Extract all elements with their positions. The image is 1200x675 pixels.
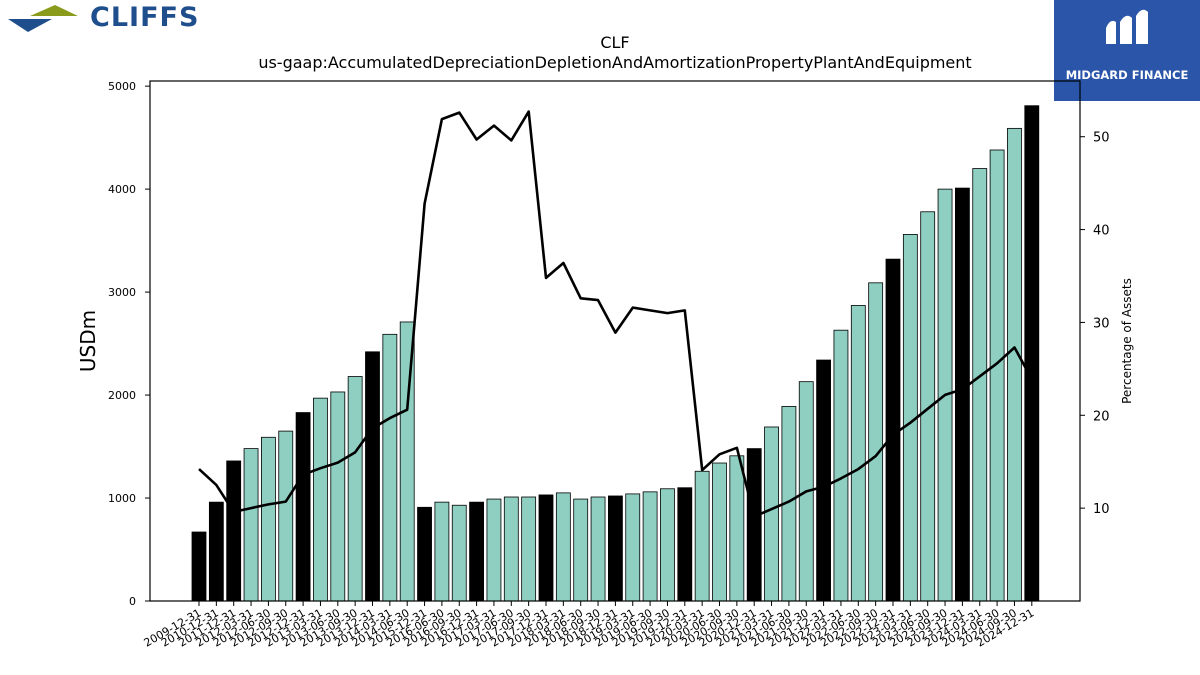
x-axis: 2009-12-312010-12-312011-12-312012-03-31…: [142, 601, 1036, 650]
y-axis-label: USDm: [76, 310, 100, 372]
bar-2016-12-31: [469, 501, 485, 602]
y2-tick-label: 10: [1093, 502, 1110, 517]
bar-2020-03-31: [694, 470, 710, 602]
bar-2020-09-30: [729, 455, 745, 602]
y2-tick-label: 20: [1093, 409, 1110, 424]
bar-2018-09-30: [590, 496, 606, 602]
bar-2014-03-31: [382, 333, 398, 602]
bar-2022-06-30: [850, 305, 866, 602]
bar-2024-03-31: [972, 168, 988, 602]
bar-2013-09-30: [347, 376, 363, 602]
bar-2016-06-30: [434, 501, 450, 602]
y2-tick-label: 40: [1093, 224, 1110, 239]
bar-2012-12-31: [295, 412, 311, 602]
bar-2017-06-30: [503, 496, 519, 602]
bar-2017-12-31: [538, 494, 554, 602]
bar-2013-06-30: [330, 391, 346, 602]
bar-2012-03-31: [243, 448, 259, 602]
y2-tick-label: 50: [1093, 131, 1110, 146]
bar-2021-12-31: [816, 359, 831, 602]
cliffs-brand-text: CLIFFS: [90, 2, 200, 33]
midgard-finance-logo: MIDGARD FINANCE: [1054, 0, 1200, 101]
chart-title: CLF: [600, 33, 629, 52]
bars-group: [191, 105, 1040, 602]
y2-axis-label: Percentage of Assets: [1120, 278, 1134, 404]
cliffs-logo: CLIFFS: [0, 0, 250, 40]
bar-2024-06-30: [989, 149, 1005, 602]
y-tick-label: 4000: [108, 183, 136, 196]
y2-tick-label: 30: [1093, 316, 1110, 331]
bar-2019-06-30: [642, 491, 658, 602]
bar-2018-03-31: [555, 492, 571, 602]
bar-2023-12-31: [955, 187, 970, 602]
series-line-percentage: [198, 110, 1033, 518]
bar-2024-09-30: [1007, 127, 1022, 602]
y-tick-label: 1000: [108, 492, 136, 505]
plot-frame: [149, 80, 1081, 602]
bar-2013-12-31: [365, 351, 380, 602]
bar-2012-06-30: [260, 436, 276, 602]
bar-2019-12-31: [677, 487, 693, 602]
chart-subtitle: us-gaap:AccumulatedDepreciationDepletion…: [258, 53, 971, 72]
bar-2012-09-30: [278, 430, 294, 602]
bar-2013-03-31: [313, 397, 328, 602]
bar-2011-12-31: [226, 460, 242, 602]
y-tick-label: 3000: [108, 286, 136, 299]
bar-2018-06-30: [573, 498, 589, 602]
bar-2022-09-30: [868, 282, 884, 602]
midgard-brand-text: MIDGARD FINANCE: [1065, 68, 1189, 82]
bar-2019-09-30: [660, 488, 675, 602]
bar-2020-06-30: [712, 462, 727, 602]
midgard-mark-icon: [1106, 9, 1148, 44]
y2-axis: 10 20 30 40 50: [1080, 131, 1110, 517]
bar-2024-12-31: [1024, 105, 1040, 602]
y-axis: 0 1000 2000 3000 4000 5000: [108, 80, 150, 608]
bar-2016-09-30: [451, 504, 467, 602]
bar-2021-03-31: [764, 426, 779, 602]
bar-2020-12-31: [746, 448, 762, 602]
bar-2010-12-31: [208, 501, 224, 602]
y-tick-label: 0: [129, 595, 136, 608]
y-tick-label: 2000: [108, 389, 136, 402]
bar-2015-12-31: [417, 506, 432, 602]
line-group: [198, 110, 1033, 518]
y-tick-label: 5000: [108, 80, 136, 93]
cliffs-logo-mark-icon: [8, 5, 78, 32]
bar-2022-03-31: [833, 329, 849, 602]
bar-2017-09-30: [521, 496, 537, 602]
bar-2019-03-31: [625, 493, 641, 602]
bar-2009-12-31: [191, 531, 207, 602]
bar-2017-03-31: [486, 498, 502, 602]
bar-2018-12-31: [608, 495, 623, 602]
